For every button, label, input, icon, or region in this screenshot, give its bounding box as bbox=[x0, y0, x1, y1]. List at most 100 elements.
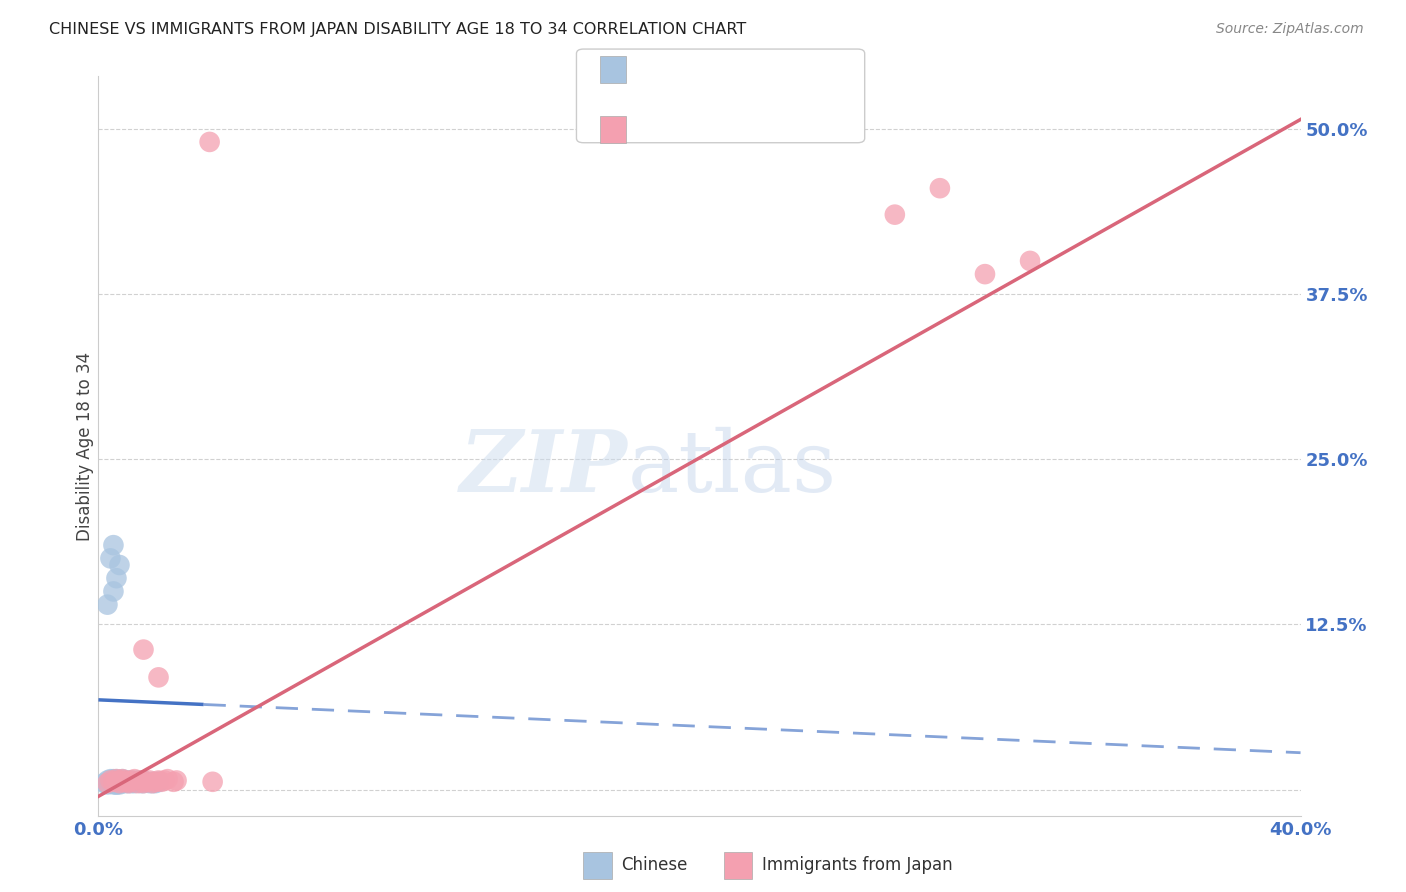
Point bbox=[100, 772, 122, 787]
Point bbox=[148, 670, 170, 684]
Text: 34: 34 bbox=[797, 120, 823, 138]
Point bbox=[108, 773, 131, 788]
Point bbox=[103, 776, 125, 790]
Text: Chinese: Chinese bbox=[621, 856, 688, 874]
Point bbox=[135, 774, 157, 789]
Text: 0.727: 0.727 bbox=[678, 120, 747, 138]
Point bbox=[108, 776, 131, 790]
Point bbox=[1019, 253, 1042, 268]
Text: CHINESE VS IMMIGRANTS FROM JAPAN DISABILITY AGE 18 TO 34 CORRELATION CHART: CHINESE VS IMMIGRANTS FROM JAPAN DISABIL… bbox=[49, 22, 747, 37]
Point bbox=[132, 642, 155, 657]
Point bbox=[121, 776, 143, 790]
Point bbox=[117, 776, 139, 790]
Point bbox=[111, 772, 134, 787]
Point bbox=[114, 774, 136, 789]
Point bbox=[117, 774, 139, 789]
Point bbox=[105, 777, 128, 791]
Y-axis label: Disability Age 18 to 34: Disability Age 18 to 34 bbox=[76, 351, 94, 541]
Point bbox=[156, 772, 179, 787]
Point bbox=[96, 776, 118, 790]
Point bbox=[138, 773, 160, 788]
Point bbox=[103, 772, 125, 787]
Point bbox=[105, 776, 128, 790]
Point bbox=[124, 776, 146, 790]
Point bbox=[100, 774, 122, 789]
Point bbox=[93, 776, 115, 790]
Point bbox=[114, 776, 136, 790]
Point bbox=[100, 551, 122, 566]
Point bbox=[108, 773, 131, 788]
Point bbox=[111, 776, 134, 790]
Text: N =: N = bbox=[751, 61, 803, 78]
Point bbox=[103, 777, 125, 791]
Point bbox=[117, 774, 139, 789]
Point bbox=[129, 773, 152, 788]
Point bbox=[148, 774, 170, 789]
Point bbox=[138, 776, 160, 790]
Point bbox=[96, 773, 118, 788]
Point bbox=[162, 774, 184, 789]
Text: atlas: atlas bbox=[627, 426, 837, 510]
Point bbox=[100, 776, 122, 790]
Point bbox=[974, 267, 997, 281]
Text: 55: 55 bbox=[797, 61, 823, 78]
Point bbox=[117, 773, 139, 788]
Point bbox=[111, 772, 134, 787]
Text: R =: R = bbox=[636, 120, 675, 138]
Point bbox=[166, 773, 188, 788]
Point bbox=[135, 774, 157, 789]
Point bbox=[108, 776, 131, 790]
Text: Source: ZipAtlas.com: Source: ZipAtlas.com bbox=[1216, 22, 1364, 37]
Point bbox=[132, 773, 155, 788]
Point bbox=[127, 773, 149, 788]
Point bbox=[132, 776, 155, 790]
Point bbox=[108, 774, 131, 789]
Point bbox=[121, 773, 143, 788]
Point bbox=[105, 773, 128, 788]
Point bbox=[141, 774, 163, 789]
Point bbox=[111, 774, 134, 789]
Point bbox=[105, 776, 128, 790]
Point bbox=[103, 774, 125, 789]
Point bbox=[145, 774, 167, 789]
Point bbox=[145, 776, 167, 790]
Point bbox=[108, 558, 131, 572]
Point bbox=[103, 774, 125, 789]
Point bbox=[108, 774, 131, 789]
Point bbox=[103, 538, 125, 552]
Point bbox=[96, 598, 118, 612]
Point bbox=[111, 773, 134, 788]
Point bbox=[114, 773, 136, 788]
Point bbox=[111, 774, 134, 789]
Point bbox=[117, 776, 139, 790]
Point bbox=[121, 773, 143, 788]
Point bbox=[103, 584, 125, 599]
Text: N =: N = bbox=[751, 120, 803, 138]
Text: -0.040: -0.040 bbox=[678, 61, 742, 78]
Point bbox=[96, 777, 118, 791]
Point bbox=[148, 774, 170, 789]
Point bbox=[132, 776, 155, 790]
Point bbox=[148, 773, 170, 788]
Point bbox=[883, 208, 905, 222]
Point bbox=[105, 772, 128, 787]
Point bbox=[100, 773, 122, 788]
Point bbox=[153, 773, 176, 788]
Point bbox=[124, 774, 146, 789]
Point bbox=[129, 774, 152, 789]
Point bbox=[127, 774, 149, 789]
Point bbox=[198, 135, 221, 149]
Point bbox=[108, 777, 131, 791]
Point bbox=[105, 777, 128, 791]
Point bbox=[141, 776, 163, 790]
Point bbox=[105, 772, 128, 787]
Text: R =: R = bbox=[636, 61, 675, 78]
Point bbox=[129, 776, 152, 790]
Point bbox=[201, 774, 224, 789]
Point bbox=[929, 181, 952, 195]
Point bbox=[103, 773, 125, 788]
Point bbox=[124, 772, 146, 787]
Text: ZIP: ZIP bbox=[460, 426, 627, 510]
Point bbox=[105, 571, 128, 585]
Point bbox=[150, 774, 173, 789]
